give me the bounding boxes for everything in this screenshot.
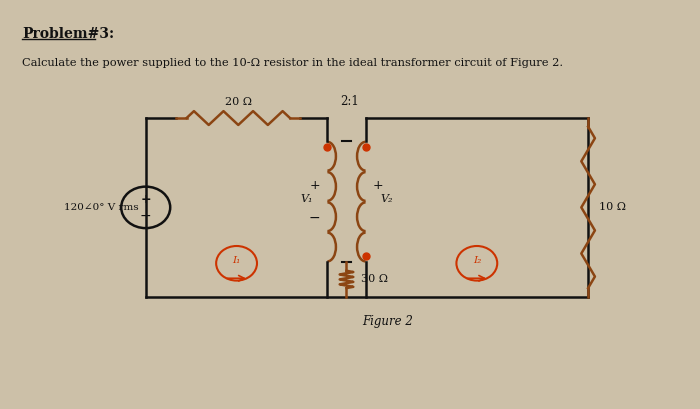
Text: Calculate the power supplied to the 10-Ω resistor in the ideal transformer circu: Calculate the power supplied to the 10-Ω…	[22, 58, 563, 67]
Text: V₁: V₁	[300, 194, 312, 204]
Text: Problem#3:: Problem#3:	[22, 27, 114, 41]
Text: 120∠0° V rms: 120∠0° V rms	[64, 203, 139, 212]
Text: V₂: V₂	[381, 194, 393, 204]
Text: 10 Ω: 10 Ω	[599, 202, 626, 212]
Text: I₁: I₁	[232, 256, 241, 265]
Text: +: +	[141, 193, 151, 207]
Text: I₂: I₂	[473, 256, 481, 265]
Text: −: −	[140, 209, 151, 222]
Text: +: +	[372, 179, 383, 192]
Text: 2:1: 2:1	[340, 94, 359, 108]
Text: 20 Ω: 20 Ω	[225, 97, 252, 106]
Text: Figure 2: Figure 2	[362, 315, 413, 328]
Text: 30 Ω: 30 Ω	[361, 274, 388, 284]
Text: −: −	[309, 211, 321, 225]
Text: +: +	[310, 179, 321, 192]
